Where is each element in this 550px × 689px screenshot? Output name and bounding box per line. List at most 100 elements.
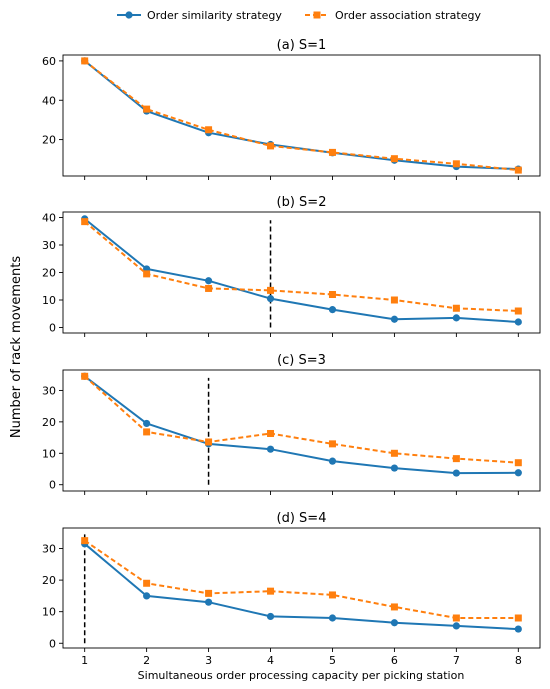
x-tick-label: 5 bbox=[329, 654, 336, 667]
y-tick-label: 20 bbox=[42, 574, 56, 587]
x-tick-label: 2 bbox=[143, 654, 150, 667]
point-association bbox=[328, 440, 336, 448]
subplot-panels: (a) S=1 20 40 60 (b) S=2 0 10 20 30 40 (c) S=3 0 10 2… bbox=[42, 38, 541, 667]
point-similarity bbox=[328, 306, 337, 314]
point-similarity bbox=[390, 619, 399, 627]
point-similarity bbox=[514, 318, 522, 326]
plot-frame bbox=[62, 211, 541, 334]
y-tick-label: 20 bbox=[42, 267, 56, 280]
y-tick-label: 30 bbox=[42, 384, 56, 397]
point-association bbox=[205, 284, 213, 292]
point-similarity bbox=[328, 457, 337, 465]
point-similarity bbox=[452, 622, 460, 630]
point-association bbox=[390, 449, 398, 457]
y-tick-label: 10 bbox=[42, 294, 56, 307]
point-association bbox=[81, 372, 89, 380]
point-association bbox=[514, 459, 522, 467]
point-association bbox=[81, 218, 89, 226]
point-association bbox=[452, 614, 460, 622]
subplot-1: (a) S=1 20 40 60 bbox=[42, 38, 541, 180]
series-line-association bbox=[84, 60, 519, 172]
x-axis-label: Simultaneous order processing capacity p… bbox=[138, 669, 465, 682]
point-association bbox=[205, 126, 213, 134]
point-association bbox=[452, 304, 460, 312]
series-line-association bbox=[84, 539, 519, 619]
point-similarity bbox=[390, 464, 399, 472]
point-similarity bbox=[390, 315, 399, 323]
series-line-similarity bbox=[84, 543, 519, 631]
point-similarity bbox=[328, 614, 337, 622]
series-line-similarity bbox=[84, 375, 519, 475]
legend-item-similarity: Order similarity strategy bbox=[117, 9, 282, 22]
point-association bbox=[267, 587, 275, 595]
y-tick-label: 0 bbox=[49, 637, 56, 650]
point-association bbox=[452, 160, 460, 168]
x-tick-label: 3 bbox=[205, 654, 212, 667]
series-line-association bbox=[84, 220, 519, 312]
point-association bbox=[205, 438, 213, 446]
point-similarity bbox=[452, 314, 460, 322]
point-association bbox=[328, 591, 336, 599]
point-similarity bbox=[266, 295, 275, 303]
point-association bbox=[143, 428, 151, 436]
legend-marker-association bbox=[313, 11, 321, 19]
point-similarity bbox=[204, 277, 213, 285]
point-association bbox=[81, 57, 89, 65]
point-association bbox=[390, 296, 398, 304]
legend-label-association: Order association strategy bbox=[335, 9, 481, 22]
point-association bbox=[143, 579, 151, 587]
point-similarity bbox=[452, 469, 460, 477]
x-tick-label: 1 bbox=[81, 654, 88, 667]
legend-label-similarity: Order similarity strategy bbox=[147, 9, 282, 22]
point-association bbox=[390, 603, 398, 611]
point-association bbox=[390, 155, 398, 163]
point-similarity bbox=[143, 419, 151, 428]
x-tick-label: 8 bbox=[515, 654, 522, 667]
y-tick-label: 60 bbox=[42, 55, 56, 68]
subplot-title: (a) S=1 bbox=[277, 38, 327, 53]
plot-frame bbox=[62, 54, 541, 177]
subplot-title: (c) S=3 bbox=[277, 353, 326, 368]
series-line-similarity bbox=[84, 218, 519, 323]
y-tick-label: 40 bbox=[42, 94, 56, 107]
plot-frame bbox=[62, 527, 541, 649]
y-tick-label: 20 bbox=[42, 416, 56, 429]
y-axis-label: Number of rack movements bbox=[9, 256, 24, 438]
point-association bbox=[328, 291, 336, 298]
y-tick-label: 10 bbox=[42, 447, 56, 460]
legend-marker-similarity bbox=[125, 11, 133, 19]
point-association bbox=[452, 455, 460, 463]
y-tick-label: 0 bbox=[49, 322, 56, 335]
point-association bbox=[267, 142, 275, 150]
point-similarity bbox=[514, 469, 522, 477]
x-tick-label: 6 bbox=[391, 654, 398, 667]
point-association bbox=[514, 166, 522, 174]
point-similarity bbox=[266, 612, 275, 621]
point-association bbox=[514, 614, 522, 622]
x-tick-label: 4 bbox=[267, 654, 274, 667]
plot-frame bbox=[62, 369, 541, 492]
y-tick-label: 30 bbox=[42, 239, 56, 252]
y-tick-label: 20 bbox=[42, 134, 56, 147]
subplot-3: (c) S=3 0 10 20 30 bbox=[42, 353, 541, 495]
point-association bbox=[267, 286, 275, 294]
subplot-4: (d) S=4 0 10 20 30 1 2 3 4 5 6 7 8 bbox=[42, 511, 541, 667]
subplot-2: (b) S=2 0 10 20 30 40 bbox=[42, 195, 541, 337]
point-similarity bbox=[266, 445, 275, 453]
point-similarity bbox=[514, 625, 522, 633]
y-tick-label: 30 bbox=[42, 543, 56, 556]
point-association bbox=[143, 105, 151, 113]
point-association bbox=[205, 589, 213, 597]
point-similarity bbox=[143, 592, 151, 600]
subplot-title: (b) S=2 bbox=[277, 195, 327, 210]
y-tick-label: 40 bbox=[42, 212, 56, 225]
point-association bbox=[514, 307, 522, 315]
series-line-association bbox=[84, 375, 519, 464]
point-association bbox=[267, 429, 275, 437]
x-tick-label: 7 bbox=[453, 654, 460, 667]
subplot-title: (d) S=4 bbox=[277, 511, 327, 526]
y-tick-label: 10 bbox=[42, 606, 56, 619]
point-association bbox=[328, 148, 336, 156]
series-line-similarity bbox=[84, 60, 519, 171]
